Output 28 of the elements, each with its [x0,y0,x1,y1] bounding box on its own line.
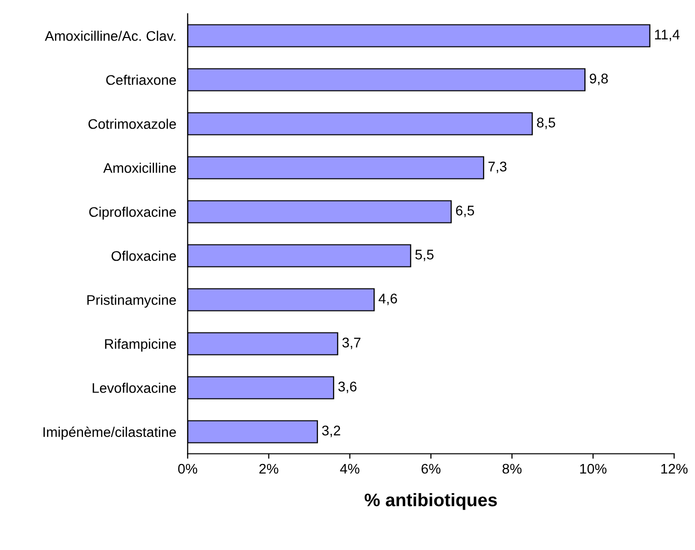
x-tick-label: 2% [259,464,278,474]
data-label: 6,5 [456,206,474,218]
y-tick-label: Pristinamycine [87,294,176,308]
y-tick-label: Ciprofloxacine [89,206,176,220]
y-tick-label: Amoxicilline [103,162,176,173]
data-label: 3,6 [338,382,356,394]
y-tick-label: Cotrimoxazole [88,118,176,129]
x-tick-label: 12% [661,464,688,474]
x-tick-label: 6% [422,464,440,474]
y-tick-label: Ofloxacine [112,250,176,261]
x-tick-label: 4% [340,464,360,474]
data-label: 4,6 [378,294,398,306]
y-tick-label: Levofloxacine [92,382,176,393]
data-label: 7,3 [488,162,506,174]
y-tick-label: Imipénème/cilastatine [44,426,176,440]
data-label: 3,7 [342,338,360,350]
data-label: 3,2 [322,426,340,438]
y-tick-label: Ceftriaxone [106,74,176,85]
x-tick-label: 8% [502,464,522,474]
data-label: 11,4 [655,30,680,42]
x-axis-title: % antibiotiques [364,493,497,510]
x-tick-label: 0% [178,464,198,474]
y-tick-label: Amoxicilline/Ac. Clav. [44,30,176,41]
y-tick-label: Rifampicine [105,338,176,352]
data-label: 8,5 [537,118,556,130]
x-tick-label: 10% [580,464,606,474]
data-label: 5,5 [415,250,434,262]
data-label: 9,8 [590,74,608,86]
